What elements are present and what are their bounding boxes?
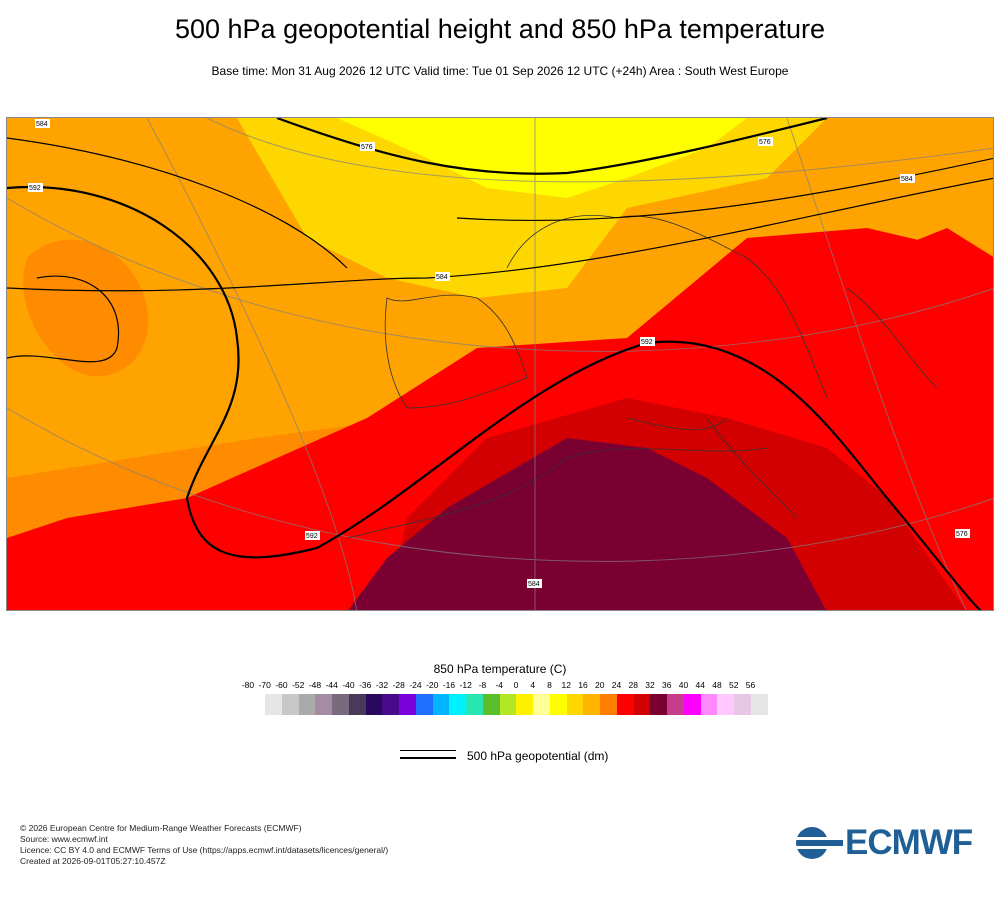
legend-color-swatch bbox=[449, 694, 466, 715]
legend-color-swatch bbox=[566, 694, 584, 715]
legend-tick-label: 8 bbox=[547, 680, 552, 690]
footer-credits: © 2026 European Centre for Medium-Range … bbox=[20, 823, 388, 867]
graticule bbox=[7, 118, 993, 610]
legend-color-swatch bbox=[700, 694, 718, 715]
legend-color-swatch bbox=[315, 694, 332, 715]
contour-label: 576 bbox=[361, 144, 373, 151]
legend-tick-label: -16 bbox=[442, 680, 456, 690]
legend-color-swatch bbox=[466, 694, 483, 715]
geopotential-legend-label: 500 hPa geopotential (dm) bbox=[467, 749, 609, 763]
map-canvas: 584 576 592 584 576 584 592 584 592 576 bbox=[7, 118, 993, 610]
legend-tick-label: -48 bbox=[308, 680, 322, 690]
contour-label: 584 bbox=[436, 274, 448, 281]
legend-color-swatch bbox=[482, 694, 500, 715]
legend-color-swatch bbox=[516, 694, 533, 715]
legend-color-swatch bbox=[281, 694, 299, 715]
legend-tick-label: -12 bbox=[459, 680, 472, 690]
contour-label: 576 bbox=[759, 139, 771, 146]
legend-tick-label: 56 bbox=[745, 680, 756, 690]
legend-tick-label: 20 bbox=[595, 680, 605, 690]
field-16-20 bbox=[7, 118, 993, 478]
legend-color-swatch bbox=[399, 694, 416, 715]
field-balkans-warm bbox=[847, 228, 993, 418]
field-8-12 bbox=[337, 118, 747, 198]
legend-color-swatch bbox=[499, 694, 517, 715]
copyright-text: © 2026 European Centre for Medium-Range … bbox=[20, 823, 302, 833]
legend-tick-label: 28 bbox=[628, 680, 638, 690]
contour-label: 584 bbox=[901, 176, 913, 183]
legend-color-swatch bbox=[750, 694, 768, 715]
field-12-16 bbox=[237, 118, 827, 298]
legend-tick-label: 24 bbox=[611, 680, 622, 690]
legend-tick-label: 16 bbox=[578, 680, 588, 690]
legend-tick-label: 40 bbox=[678, 680, 689, 690]
temperature-color-bar bbox=[265, 694, 768, 715]
temperature-legend-title: 850 hPa temperature (C) bbox=[433, 662, 567, 676]
legend-color-swatch bbox=[298, 694, 316, 715]
ecmwf-logo-text: ECMWF bbox=[845, 823, 973, 862]
weather-map: 584 576 592 584 576 584 592 584 592 576 bbox=[6, 117, 994, 611]
contour-label: 592 bbox=[306, 533, 318, 540]
legend-tick-label: 0 bbox=[513, 680, 519, 690]
legend-tick-label: -28 bbox=[392, 680, 405, 690]
legend-color-swatch bbox=[683, 694, 701, 715]
contour-label: 592 bbox=[641, 339, 653, 346]
legend-tick-label: -4 bbox=[495, 680, 504, 690]
contour-label: 576 bbox=[956, 531, 968, 538]
legend-color-swatch bbox=[348, 694, 366, 715]
legend-color-swatch bbox=[332, 694, 349, 715]
legend-tick-label: -20 bbox=[426, 680, 439, 690]
created-text: Created at 2026-09-01T05:27:10.457Z bbox=[20, 856, 166, 866]
legend-tick-label: -80 bbox=[241, 680, 255, 690]
legend-color-swatch bbox=[533, 694, 550, 715]
legend-tick-label: -8 bbox=[478, 680, 487, 690]
legend-color-swatch bbox=[365, 694, 383, 715]
legend-tick-label: 12 bbox=[561, 680, 571, 690]
contour-label: 584 bbox=[36, 121, 48, 128]
legend-tick-label: -36 bbox=[359, 680, 372, 690]
contour-label: 592 bbox=[29, 185, 41, 192]
contour-label: 584 bbox=[528, 581, 540, 588]
legend-color-swatch bbox=[265, 694, 282, 715]
legend-tick-label: -32 bbox=[375, 680, 389, 690]
legend-tick-label: -60 bbox=[275, 680, 288, 690]
chart-title: 500 hPa geopotential height and 850 hPa … bbox=[174, 14, 825, 44]
field-28-32 bbox=[348, 438, 826, 610]
geopotential-line-sample bbox=[400, 750, 456, 760]
legend-color-swatch bbox=[650, 694, 667, 715]
legend-color-swatch bbox=[633, 694, 651, 715]
legend-tick-label: -44 bbox=[325, 680, 338, 690]
legend-tick-label: 48 bbox=[712, 680, 722, 690]
legend-color-swatch bbox=[734, 694, 751, 715]
legend-color-swatch bbox=[600, 694, 617, 715]
legend-tick-label: -52 bbox=[292, 680, 305, 690]
chart-subtitle: Base time: Mon 31 Aug 2026 12 UTC Valid … bbox=[211, 64, 789, 78]
licence-text: Licence: CC BY 4.0 and ECMWF Terms of Us… bbox=[20, 845, 389, 855]
legend-color-swatch bbox=[382, 694, 399, 715]
legend-tick-label: 4 bbox=[530, 680, 536, 690]
legend-color-swatch bbox=[549, 694, 567, 715]
legend-tick-label: 32 bbox=[645, 680, 655, 690]
contour-label-group: 584 576 592 584 576 584 592 584 592 576 bbox=[28, 119, 970, 588]
legend-color-swatch bbox=[616, 694, 634, 715]
legend-tick-label: 52 bbox=[729, 680, 739, 690]
legend-tick-label: -40 bbox=[342, 680, 355, 690]
ecmwf-logo-icon bbox=[795, 827, 843, 859]
legend-color-swatch bbox=[717, 694, 734, 715]
legend-tick-label: 36 bbox=[662, 680, 672, 690]
legend-tick-label: 44 bbox=[695, 680, 705, 690]
coastlines bbox=[346, 215, 938, 539]
field-atlantic-warm bbox=[23, 239, 149, 377]
legend-color-swatch bbox=[667, 694, 684, 715]
legend-color-swatch bbox=[583, 694, 600, 715]
source-text: Source: www.ecmwf.int bbox=[20, 834, 108, 844]
legend-tick-label: -24 bbox=[409, 680, 422, 690]
legend-color-swatch bbox=[432, 694, 450, 715]
legend-tick-label: -70 bbox=[258, 680, 271, 690]
ecmwf-logo: ECMWF bbox=[795, 823, 985, 862]
legend-color-swatch bbox=[415, 694, 433, 715]
